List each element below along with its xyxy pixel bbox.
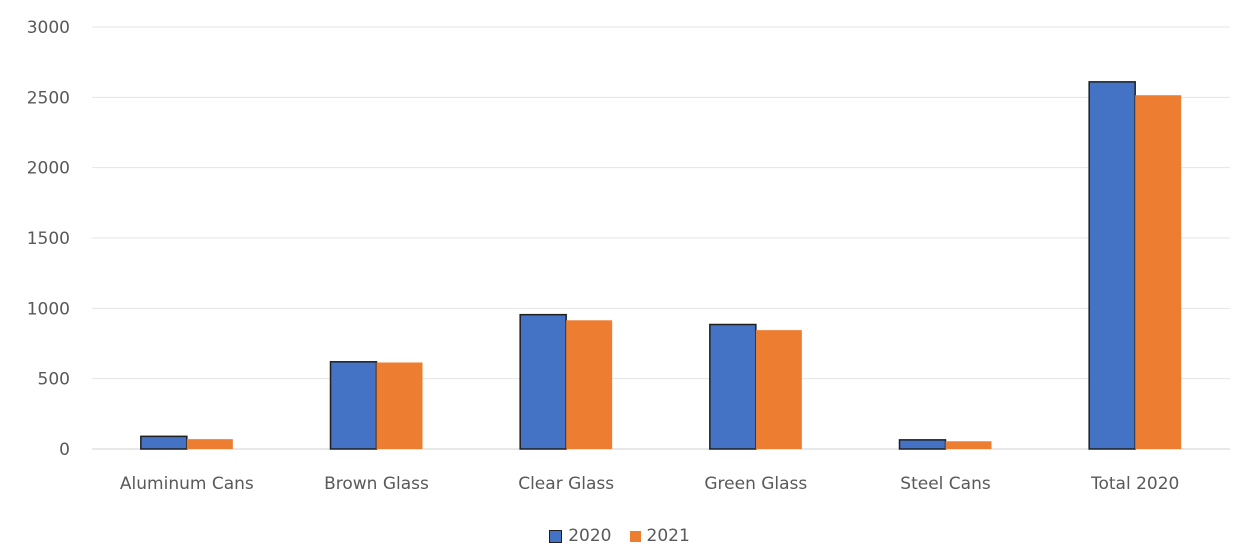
gridlines [92,26,1230,450]
bar-2020-green-glass [709,323,757,450]
x-tick-label: Green Glass [704,474,807,494]
y-tick-label: 3000 [27,18,70,38]
y-tick-label: 500 [38,370,70,390]
y-tick-label: 1500 [27,229,70,249]
x-tick-label: Clear Glass [518,474,614,494]
bars [140,81,1182,450]
bar-2020-brown-glass [329,361,378,450]
bar-2021-steel-cans [945,441,992,449]
legend-label-2020: 2020 [568,526,612,546]
y-tick-label: 2000 [27,159,70,179]
legend-label-2021: 2021 [646,526,690,546]
bar-2020-steel-cans [898,439,947,450]
x-tick-label: Steel Cans [900,474,991,494]
bar-2021-clear-glass [566,320,613,449]
y-axis: 0 500 1000 1500 2000 2500 3000 [27,18,70,460]
bar-2021-total-2020 [1135,95,1182,450]
bar-2021-brown-glass [376,362,423,449]
legend: 2020 2021 [0,524,1239,548]
x-tick-label: Aluminum Cans [120,474,254,494]
legend-swatch-2021 [629,530,641,542]
x-tick-label: Brown Glass [324,474,429,494]
legend-swatch-2020 [549,529,563,543]
x-axis: Aluminum Cans Brown Glass Clear Glass Green… [120,474,1179,494]
bar-chart: 0 500 1000 1500 2000 2500 3000 Aluminum Cans Br… [27,18,1230,494]
legend-item-2021: 2021 [629,526,690,546]
bar-2021-green-glass [755,330,802,449]
y-tick-label: 0 [59,440,70,460]
bar-2021-aluminum-cans [186,439,233,449]
bar-2020-clear-glass [519,313,567,450]
bar-2020-total-2020 [1088,81,1136,450]
y-tick-label: 1000 [27,299,70,319]
legend-item-2020: 2020 [549,526,612,546]
x-tick-label: Total 2020 [1090,474,1179,494]
y-tick-label: 2500 [27,88,70,108]
bar-2020-aluminum-cans [140,435,188,450]
